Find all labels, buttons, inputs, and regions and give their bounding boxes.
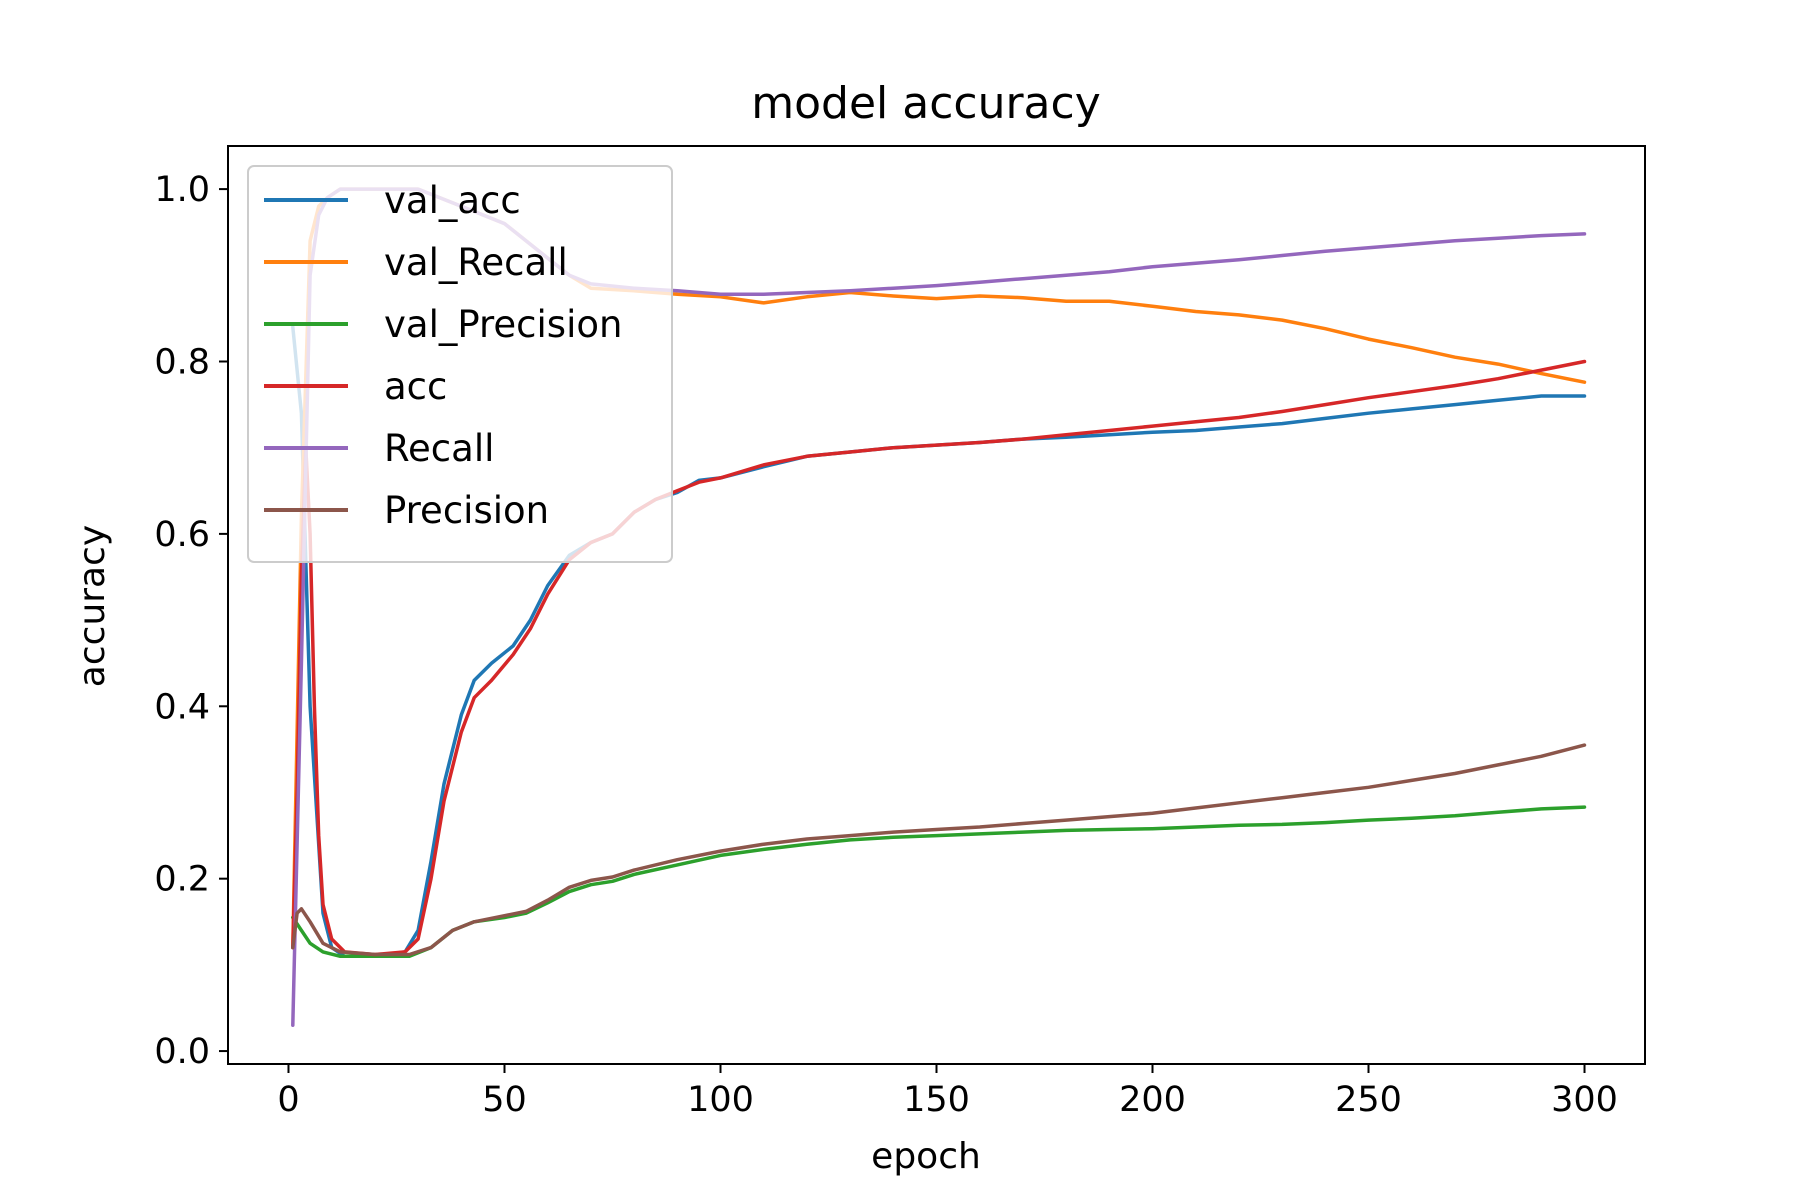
y-tick-label: 1.0 — [154, 170, 210, 210]
x-tick-label: 250 — [1335, 1080, 1402, 1120]
y-tick-label: 0.0 — [154, 1032, 210, 1072]
y-axis-label: accuracy — [72, 525, 113, 687]
legend-label: acc — [384, 365, 447, 408]
x-axis: 0 50 100 150 200 250 300 — [277, 1064, 1618, 1120]
y-tick-label: 0.6 — [154, 515, 210, 555]
legend-label: Recall — [384, 427, 494, 470]
y-tick-label: 0.4 — [154, 687, 210, 727]
chart-title: model accuracy — [751, 78, 1101, 129]
legend-box — [247, 165, 673, 563]
x-tick-label: 150 — [903, 1080, 970, 1120]
y-axis: 0.0 0.2 0.4 0.6 0.8 1.0 — [154, 170, 228, 1072]
x-tick-label: 100 — [687, 1080, 754, 1120]
x-tick-label: 200 — [1119, 1080, 1186, 1120]
legend-label: val_Recall — [384, 241, 568, 284]
x-tick-label: 300 — [1551, 1080, 1618, 1120]
x-tick-label: 50 — [482, 1080, 527, 1120]
legend-label: val_acc — [384, 179, 521, 222]
y-tick-label: 0.2 — [154, 860, 210, 900]
x-axis-label: epoch — [871, 1136, 981, 1177]
x-tick-label: 0 — [277, 1080, 299, 1120]
legend-label: val_Precision — [384, 303, 622, 346]
y-tick-label: 0.8 — [154, 342, 210, 382]
series-line-precision — [291, 743, 1587, 957]
legend-label: Precision — [384, 489, 549, 532]
